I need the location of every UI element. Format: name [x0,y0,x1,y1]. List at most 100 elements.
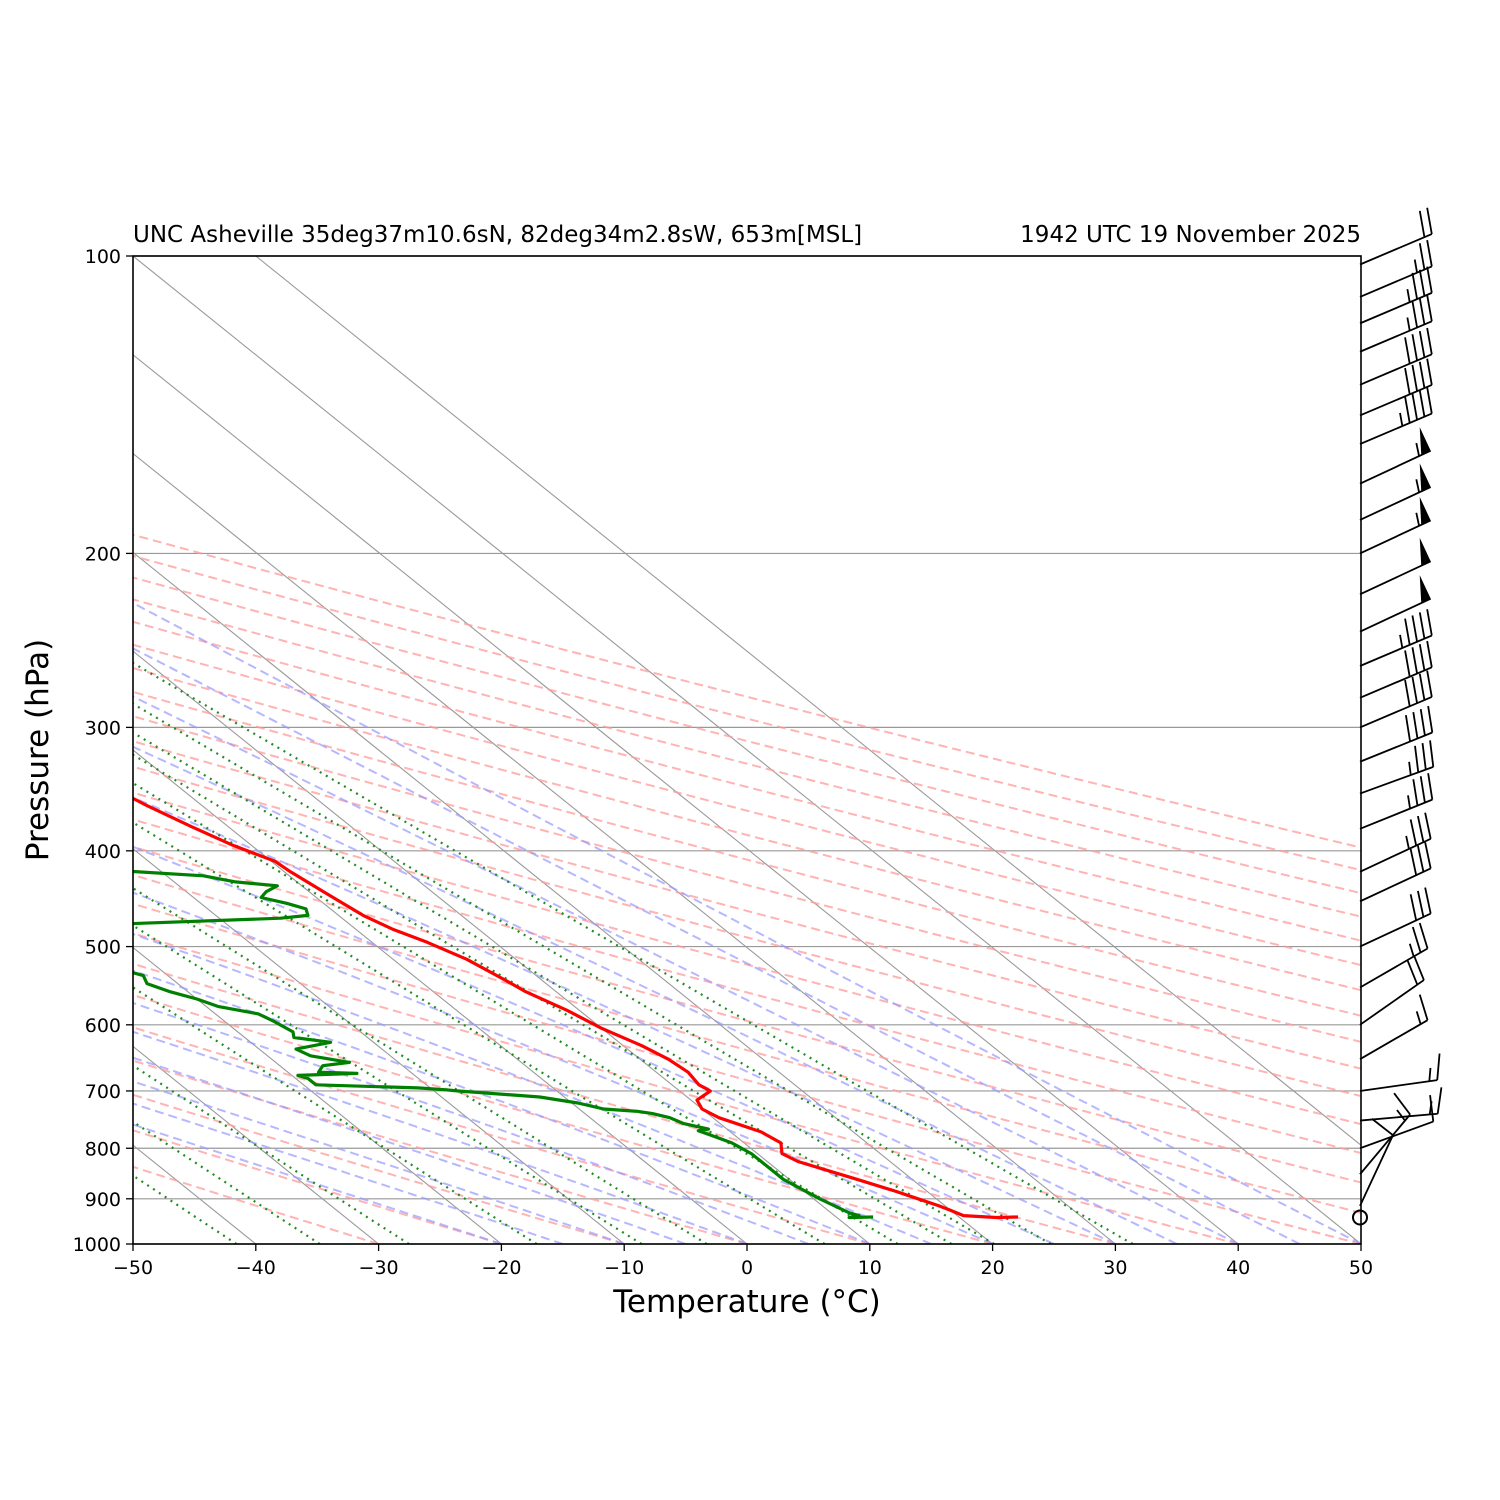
dry-adiabat--20 [133,1129,502,1244]
isotherm--20 [133,946,502,1244]
x-axis: −50 −40 −30 −20 −10 0 10 20 30 40 50 [113,1244,1373,1279]
moist-adiabat-5 [133,1001,809,1244]
isotherm--60 [0,256,10,1244]
isotherm-20 [133,551,993,1244]
moist-adiabat-35 [133,745,1178,1244]
wind-barb [1359,954,1425,1026]
wind-barb [1359,812,1432,873]
wind-barb [1359,1092,1411,1175]
moist-adiabat-25 [133,845,1055,1244]
wind-barb [1359,640,1433,699]
profile-temperature [133,796,1019,1220]
y-tick-label: 400 [85,841,121,863]
wind-barb [1359,266,1433,325]
moist-adiabat-45 [133,647,1301,1244]
dry-adiabat-70 [133,845,1361,1184]
x-tick-label: −10 [604,1257,644,1279]
wind-barb [1359,537,1432,596]
isotherm-10 [133,650,871,1244]
dry-adiabat--30 [133,1165,379,1244]
x-tick-label: 0 [741,1257,753,1279]
moist-adiabat-20 [133,891,994,1244]
y-tick-label: 900 [85,1189,121,1211]
y-tick-label: 300 [85,717,121,739]
x-axis-label: Temperature (°C) [612,1284,881,1320]
dry-adiabat-lines [133,533,1361,1244]
isotherm--10 [133,848,625,1244]
wind-barb [1359,496,1432,555]
isotherm-lines [0,256,1361,1244]
wind-barbs [1352,207,1443,1226]
dry-adiabat-180 [133,576,1361,895]
y-tick-label: 600 [85,1015,121,1037]
wind-barb [1359,1053,1441,1092]
wind-barb [1359,1087,1443,1122]
wind-barb [1359,887,1432,948]
mixing-ratio-line-3 [133,986,538,1244]
wind-barb [1359,463,1432,521]
dry-adiabat-120 [133,715,1361,1043]
y-tick-label: 200 [85,543,121,565]
x-tick-label: 40 [1226,1257,1250,1279]
moist-adiabat-30 [133,796,1116,1244]
dry-adiabat-20 [133,994,993,1244]
dry-adiabat-200 [133,533,1361,849]
moist-adiabat-40 [133,695,1239,1244]
x-tick-label: 10 [858,1257,882,1279]
wind-barb [1359,239,1433,298]
background-lines [0,256,1361,1244]
dry-adiabat-150 [133,643,1361,967]
dry-adiabat-90 [133,791,1361,1126]
wind-barb [1359,994,1429,1060]
wind-barb [1359,1118,1394,1207]
y-tick-label: 100 [85,246,121,268]
isotherm-40 [133,354,1239,1244]
wind-barb [1359,922,1429,989]
mixing-ratio-line-2 [133,1064,410,1244]
wind-barb [1359,773,1434,830]
wind-barb [1359,294,1433,353]
dry-adiabat-160 [133,620,1361,942]
wind-barb [1359,740,1435,795]
wind-barb [1359,706,1434,763]
dry-adiabat-40 [133,932,1239,1244]
y-tick-label: 800 [85,1138,121,1160]
dry-adiabat-110 [133,740,1361,1070]
profile-dewpoint [133,869,874,1220]
sounding-profiles [133,796,1019,1220]
y-tick-label: 700 [85,1081,121,1103]
isotherm-30 [133,452,1116,1244]
chart-title-right: 1942 UTC 19 November 2025 [1020,222,1361,248]
y-axis-label: Pressure (hPa) [20,639,56,861]
mixing-ratio-line-5 [133,886,708,1244]
wind-barb [1359,427,1432,485]
y-tick-label: 500 [85,937,121,959]
mixing-ratio-line-0 [133,1174,238,1244]
wind-barb [1359,609,1433,667]
dry-adiabat-130 [133,690,1361,1017]
calm-wind-marker [1352,1209,1368,1226]
moist-adiabat--10 [133,1080,625,1244]
wind-barb [1359,1094,1435,1150]
dry-adiabat-140 [133,667,1361,992]
moist-adiabat-10 [133,969,871,1244]
dry-adiabat-30 [133,962,1116,1244]
moist-adiabat-50 [133,601,1361,1244]
isotherm-60 [255,256,1361,1146]
dry-adiabat-10 [133,1026,871,1244]
wind-barb [1359,327,1433,386]
x-tick-label: 30 [1103,1257,1127,1279]
mixing-ratio-line-1 [133,1120,321,1244]
wind-barb [1359,670,1433,729]
x-tick-label: 50 [1349,1257,1373,1279]
dry-adiabat-170 [133,598,1361,918]
moist-adiabat--5 [133,1056,686,1244]
x-tick-label: −30 [359,1257,399,1279]
dry-adiabat--10 [133,1093,625,1244]
x-tick-label: 20 [981,1257,1005,1279]
isotherm--30 [133,1045,379,1244]
dry-adiabat-100 [133,765,1361,1098]
y-axis: 100 200 300 400 500 600 700 800 900 1000 [73,246,133,1256]
